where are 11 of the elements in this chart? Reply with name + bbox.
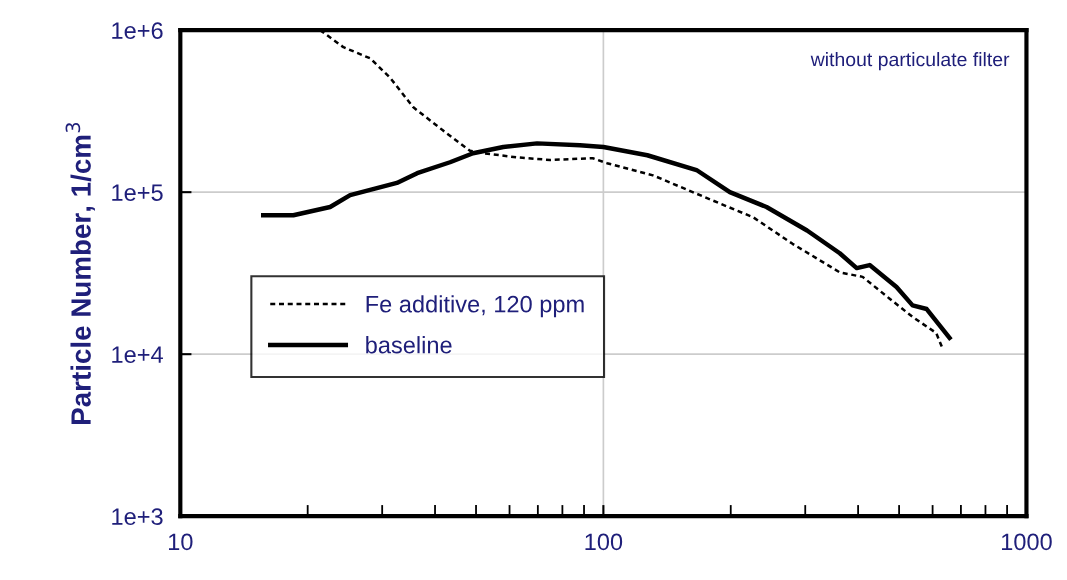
y-tick-label: 1e+6 — [112, 22, 163, 39]
x-tick-label: 10 — [168, 533, 193, 551]
legend-label: Fe additive, 120 ppm — [366, 295, 584, 318]
legend-label: baseline — [366, 336, 452, 354]
y-tick-label: 1e+4 — [112, 346, 163, 363]
y-tick-label: 1e+5 — [112, 184, 163, 201]
y-tick-label: 1e+3 — [112, 508, 163, 525]
x-tick-label: 1000 — [1001, 533, 1052, 551]
x-tick-label: 100 — [585, 533, 623, 551]
annotation: without particulate filter — [810, 52, 1010, 71]
y-axis-title: Particle Number, 1/cm$^{3}$ — [65, 122, 95, 424]
